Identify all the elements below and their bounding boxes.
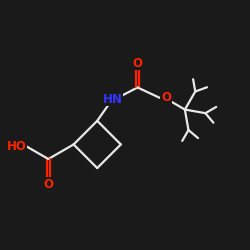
Text: HN: HN: [102, 93, 122, 106]
Text: HO: HO: [7, 140, 27, 153]
Text: O: O: [161, 91, 171, 104]
Text: O: O: [43, 178, 53, 190]
Text: O: O: [132, 56, 142, 70]
